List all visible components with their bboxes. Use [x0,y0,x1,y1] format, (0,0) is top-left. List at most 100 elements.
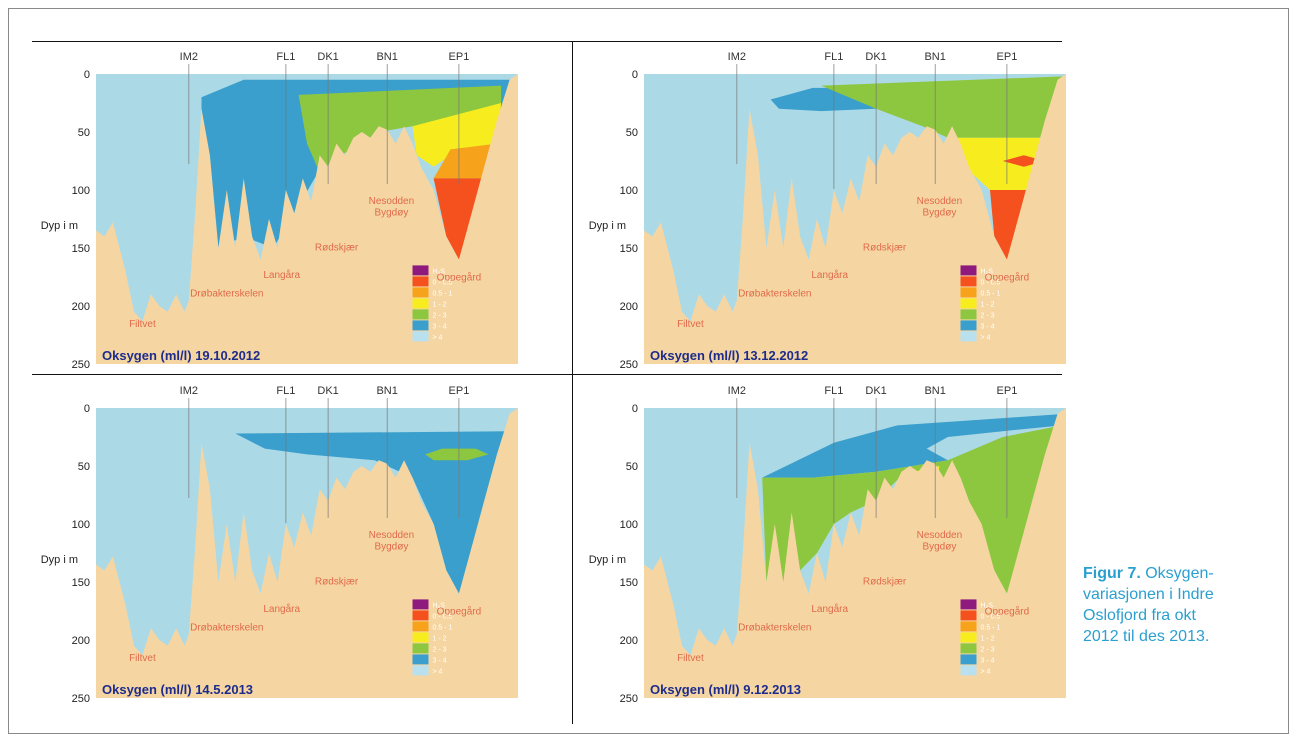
place-label: Langåra [811,603,848,615]
legend-swatch [960,665,977,676]
station-label: IM2 [180,51,198,63]
depth-tick-label: 150 [620,577,638,589]
legend-label: 0.5 - 1 [433,290,453,297]
depth-tick-label: 250 [72,693,90,705]
legend-label: 2 - 3 [981,312,995,319]
oxygen-zone [762,425,1062,594]
legend-label: 2 - 3 [433,646,447,653]
oxygen-chart-svg: IM2 FL1 DK1 BN1 EP1 0 50 100 150 200 250 Dyp i m Fil… [41,385,519,705]
station-label: BN1 [376,385,397,397]
station-label: IM2 [728,51,746,63]
depth-tick-label: 250 [620,693,638,705]
legend-label: H₂S [981,602,994,609]
place-label: Oppegård [437,271,481,283]
vertical-divider [572,41,573,724]
station-label: EP1 [997,385,1018,397]
legend-label: 3 - 4 [981,657,995,664]
place-label: Drøbakterskelen [190,289,263,300]
depth-tick-label: 200 [620,635,638,647]
station-label: EP1 [997,51,1018,63]
place-label: Nesodden [917,196,963,207]
legend-label: 0 - 0.5 [433,279,453,286]
place-label: Oppegård [985,271,1029,283]
place-label: Oppegård [437,605,481,617]
legend-label: H₂S [433,602,446,609]
place-label: Rødskjær [863,242,907,253]
depth-tick-label: 0 [84,69,90,81]
station-label: FL1 [276,385,295,397]
oxygen-chart-svg: IM2 FL1 DK1 BN1 EP1 0 50 100 150 200 250 Dyp i m Fil… [589,385,1066,705]
legend-swatch [412,320,429,331]
depth-tick-label: 50 [626,127,638,139]
caption-line-2: variasjonen i Indre [1083,586,1214,603]
station-label: BN1 [924,51,945,63]
legend-swatch [412,599,429,610]
legend-swatch [412,654,429,665]
caption-line-1: Oksygen- [1145,565,1214,582]
place-label: Filtvet [129,653,156,664]
place-label: Oppegård [985,605,1029,617]
legend-swatch [412,610,429,621]
station-label: FL1 [276,51,295,63]
legend-swatch [412,331,429,342]
legend-label: 0 - 0.5 [981,613,1001,620]
station-label: BN1 [924,385,945,397]
depth-tick-label: 150 [620,243,638,255]
legend-label: 1 - 2 [981,301,995,308]
place-label: Drøbakterskelen [738,623,811,634]
depth-tick-label: 200 [72,635,90,647]
depth-tick-label: 250 [72,359,90,371]
legend-swatch [960,643,977,654]
caption-label: Figur 7. [1083,565,1141,582]
station-label: DK1 [317,51,338,63]
depth-tick-label: 200 [72,301,90,313]
legend-swatch [960,309,977,320]
depth-tick-label: 50 [78,127,90,139]
oxygen-zone [947,137,1054,190]
station-label: EP1 [449,51,470,63]
oxygen-zone [433,143,497,179]
depth-tick-label: 100 [72,185,90,197]
legend-label: 3 - 4 [981,323,995,330]
oxygen-zone [235,431,519,594]
station-label: DK1 [865,385,886,397]
legend-swatch [960,265,977,276]
legend-label: > 4 [981,334,991,341]
legend-swatch [960,599,977,610]
place-label: Filtvet [677,319,704,330]
place-label: Drøbakterskelen [738,289,811,300]
place-label: Bygdøy [922,208,956,219]
legend-swatch [960,320,977,331]
legend-swatch [960,621,977,632]
legend-swatch [960,331,977,342]
oxygen-zone [762,413,1066,478]
oxygen-zone [821,76,1066,138]
legend-label: 0 - 0.5 [433,613,453,620]
panel-3: IM2 FL1 DK1 BN1 EP1 0 50 100 150 200 250 Dyp i m Fil… [32,376,572,708]
legend-swatch [960,287,977,298]
legend-swatch [412,298,429,309]
place-label: Nesodden [917,530,963,541]
legend-swatch [960,298,977,309]
depth-tick-label: 0 [632,403,638,415]
legend-label: 0 - 0.5 [981,279,1001,286]
depth-tick-label: 100 [620,185,638,197]
panel-4: IM2 FL1 DK1 BN1 EP1 0 50 100 150 200 250 Dyp i m Fil… [580,376,1120,708]
place-label: Bygdøy [922,542,956,553]
legend-label: > 4 [433,334,443,341]
legend-swatch [412,621,429,632]
legend-swatch [412,309,429,320]
figure-caption: Figur 7. Oksygen- variasjonen i Indre Os… [1083,563,1273,647]
oxygen-zone [433,178,489,260]
depth-tick-label: 250 [620,359,638,371]
place-label: Drøbakterskelen [190,623,263,634]
legend-label: 3 - 4 [433,323,447,330]
legend-label: > 4 [433,668,443,675]
place-label: Langåra [811,269,848,281]
place-label: Filtvet [677,653,704,664]
station-label: EP1 [449,385,470,397]
legend-label: 2 - 3 [981,646,995,653]
legend-label: 0.5 - 1 [981,624,1001,631]
legend-swatch [960,654,977,665]
middle-divider [32,374,1062,375]
